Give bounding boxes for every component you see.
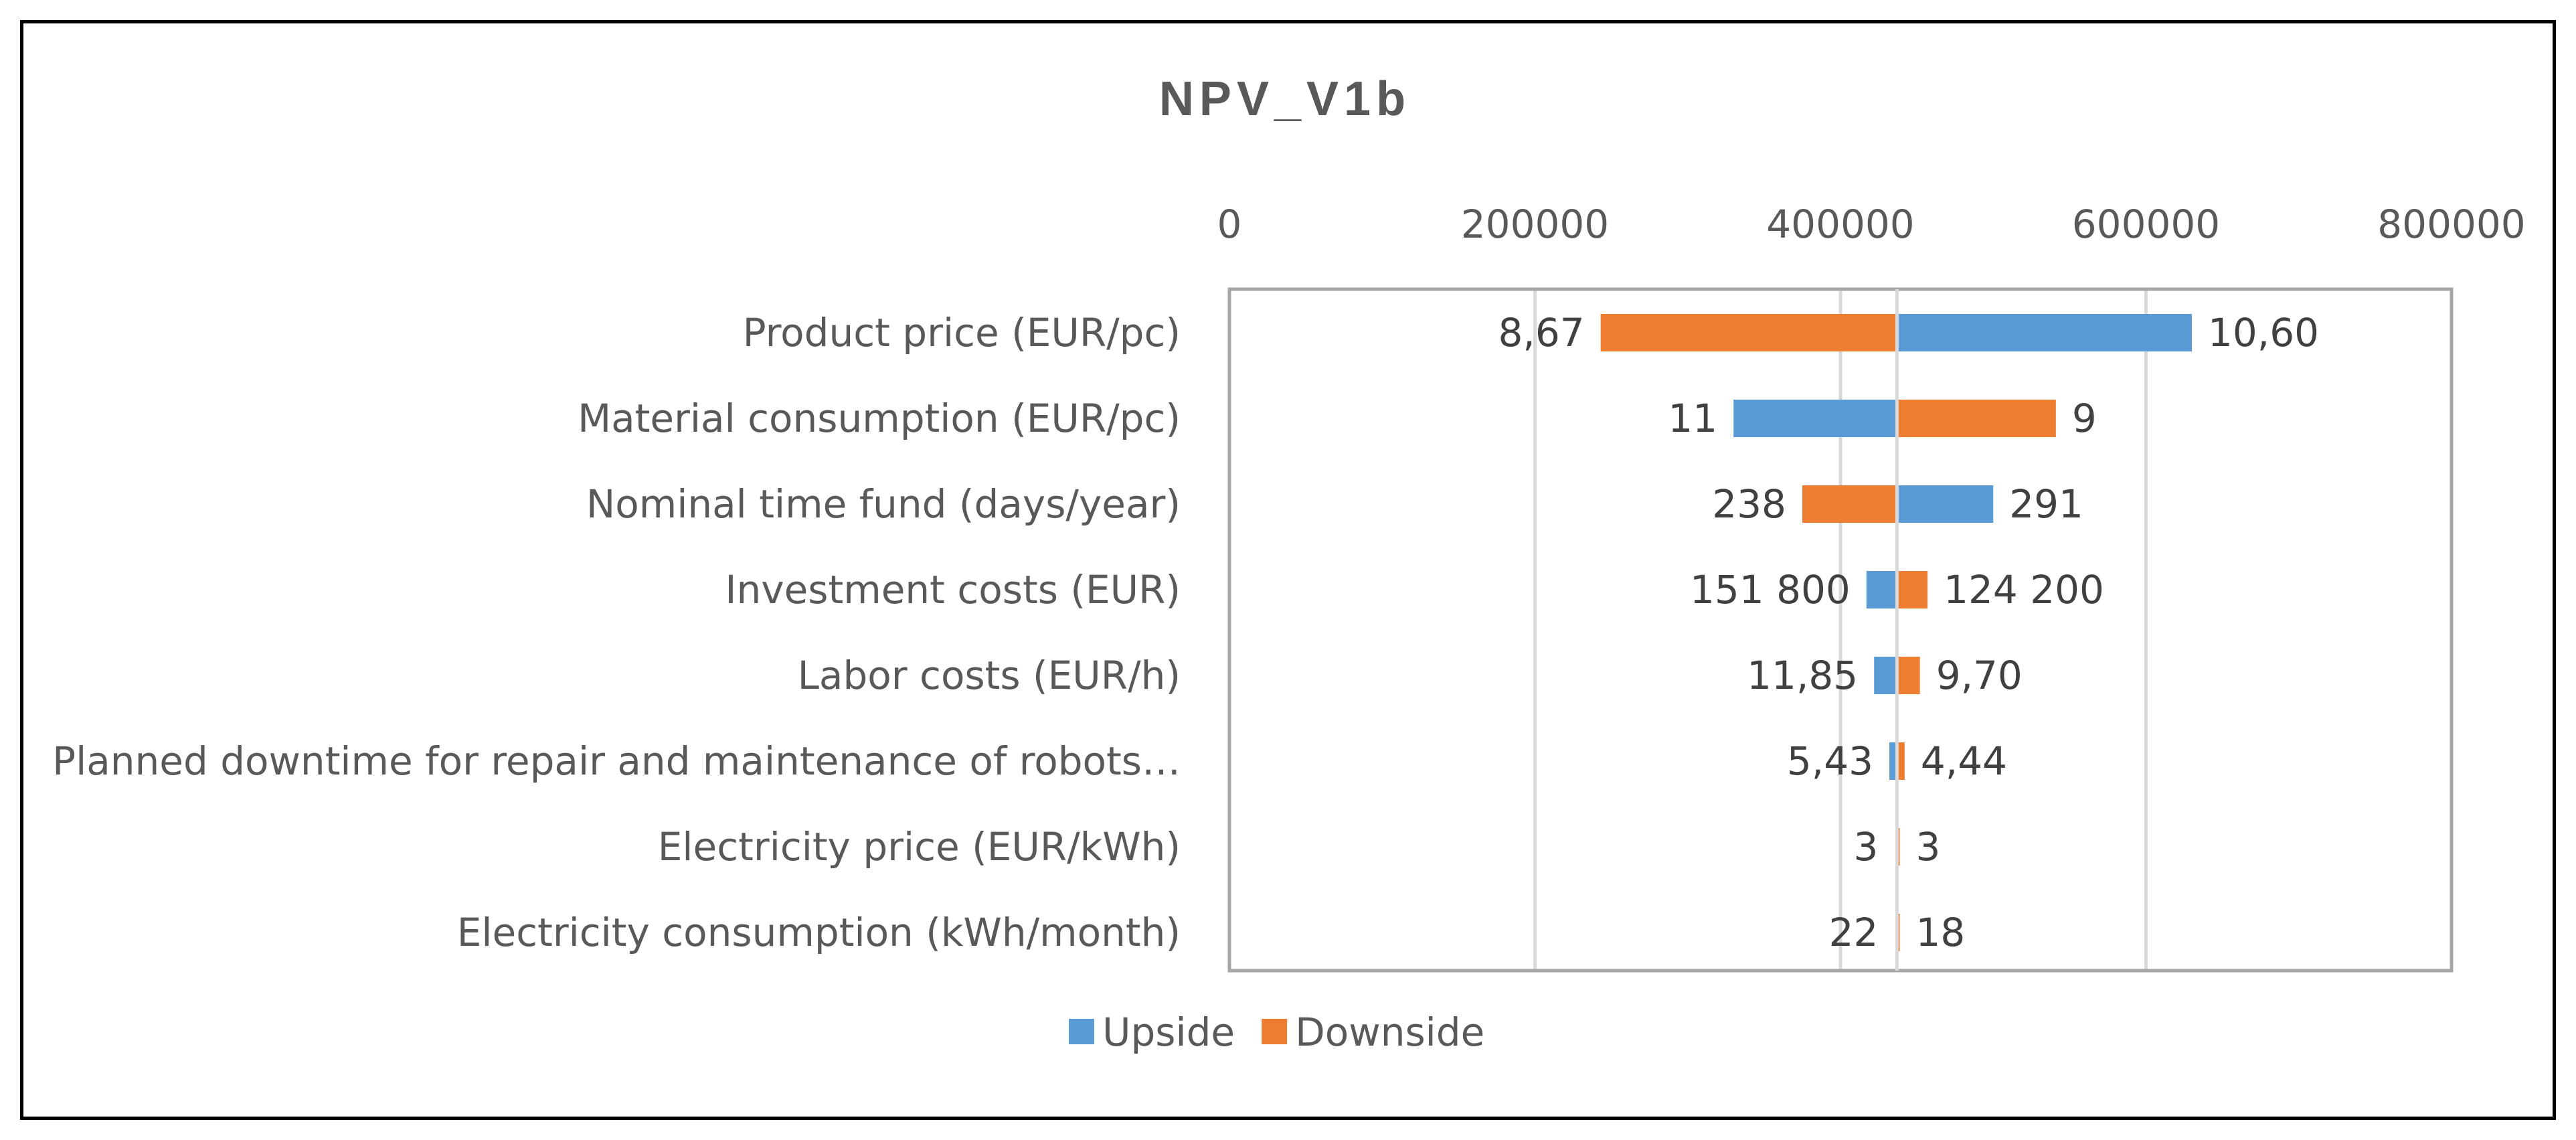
category-label: Nominal time fund (days/year) — [586, 481, 1181, 527]
downside-data-label: 9,70 — [1936, 653, 2023, 698]
upside-data-label: 10,60 — [2208, 310, 2319, 355]
upside-data-label: 11,85 — [1747, 653, 1858, 698]
downside-bar — [1600, 314, 1897, 351]
category-label: Material consumption (EUR/pc) — [578, 396, 1181, 441]
downside-legend-swatch — [1262, 1019, 1288, 1044]
upside-data-label: 151 800 — [1690, 567, 1851, 613]
x-axis-tick-labels: 0 200000 400000 600000 800000 — [1217, 201, 2526, 247]
bars — [1600, 314, 2192, 951]
downside-data-label: 238 — [1712, 481, 1786, 527]
category-label: Labor costs (EUR/h) — [798, 653, 1181, 698]
category-label: Investment costs (EUR) — [725, 567, 1181, 613]
gridlines — [1533, 289, 2148, 971]
upside-bar — [1889, 742, 1897, 780]
downside-bar — [1897, 742, 1905, 780]
downside-data-label: 18 — [1915, 910, 1965, 955]
x-tick-label: 0 — [1217, 201, 1242, 247]
category-labels: Product price (EUR/pc) Material consumpti… — [52, 310, 1181, 955]
data-labels: 8,67 10,60 11 9 238 291 151 800 124 200 11,85 9,7… — [1498, 310, 2320, 955]
downside-bar — [1897, 400, 2056, 437]
upside-bar — [1866, 571, 1897, 608]
downside-bar — [1897, 571, 1928, 608]
downside-data-label: 124 200 — [1944, 567, 2104, 613]
category-label: Electricity consumption (kWh/month) — [457, 910, 1181, 955]
upside-data-label: 5,43 — [1787, 738, 1873, 784]
chart-frame — [20, 20, 2556, 1120]
downside-data-label: 4,44 — [1921, 738, 2007, 784]
downside-legend-label: Downside — [1295, 1009, 1484, 1055]
upside-bar — [1897, 314, 2192, 351]
upside-legend-swatch — [1069, 1019, 1094, 1044]
upside-data-label: 291 — [2009, 481, 2083, 527]
x-tick-label: 600000 — [2072, 201, 2220, 247]
upside-bar — [1874, 657, 1897, 694]
category-label: Product price (EUR/pc) — [743, 310, 1181, 355]
downside-bar — [1802, 485, 1897, 523]
downside-data-label: 8,67 — [1498, 310, 1585, 355]
downside-bar — [1897, 657, 1920, 694]
upside-legend-label: Upside — [1102, 1009, 1235, 1055]
upside-data-label: 22 — [1829, 910, 1879, 955]
downside-data-label: 3 — [1915, 824, 1940, 870]
downside-data-label: 9 — [2072, 396, 2097, 441]
x-tick-label: 800000 — [2377, 201, 2525, 247]
category-label: Planned downtime for repair and maintena… — [52, 738, 1181, 784]
upside-bar — [1733, 400, 1897, 437]
x-tick-label: 400000 — [1766, 201, 1914, 247]
upside-bar — [1897, 485, 1994, 523]
upside-data-label: 11 — [1668, 396, 1717, 441]
chart-title: NPV_V1b — [1159, 72, 1411, 126]
category-label: Electricity price (EUR/kWh) — [658, 824, 1181, 870]
legend: Upside Downside — [1069, 1009, 1484, 1055]
plot-area-border — [1227, 287, 2454, 973]
x-tick-label: 200000 — [1461, 201, 1609, 247]
upside-data-label: 3 — [1854, 824, 1879, 870]
